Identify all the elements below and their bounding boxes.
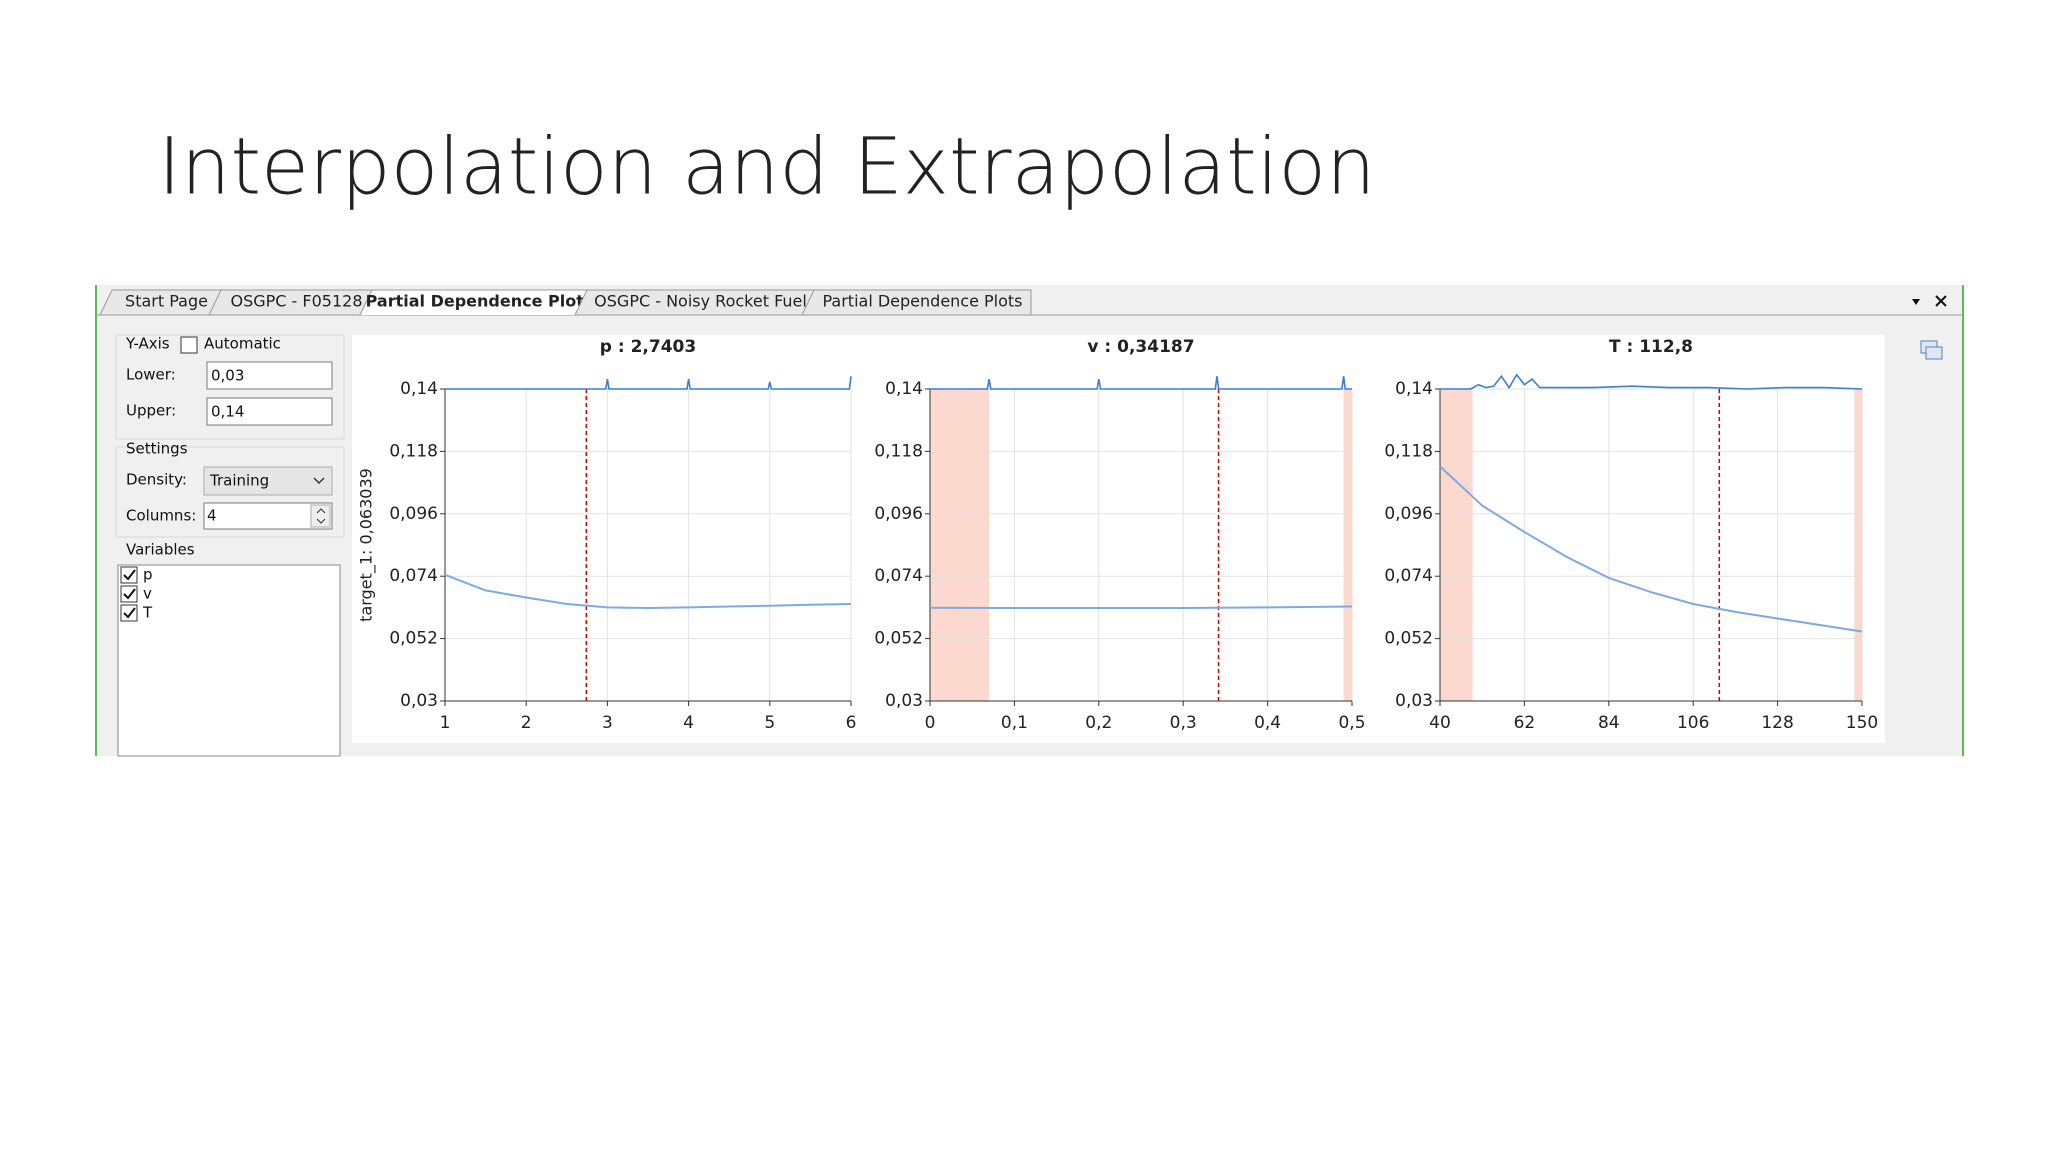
y-tick-label: 0,096 (389, 504, 438, 524)
x-tick-label: 0,4 (1254, 713, 1281, 733)
tab-label: Partial Dependence Plots (366, 292, 594, 311)
variable-label: T (142, 604, 153, 622)
dependence-line (1439, 465, 1863, 633)
x-tick-label: 5 (764, 713, 775, 733)
x-tick-label: 62 (1514, 713, 1536, 733)
x-tick-label: 0,1 (1001, 713, 1028, 733)
tab-label: Partial Dependence Plots (822, 292, 1022, 311)
group-label: Variables (126, 541, 195, 559)
x-tick-label: 128 (1761, 713, 1793, 733)
x-tick-label: 106 (1677, 713, 1709, 733)
variable-label: v (143, 585, 152, 603)
x-tick-label: 3 (602, 713, 613, 733)
y-tick-label: 0,14 (1395, 379, 1433, 399)
y-tick-label: 0,03 (885, 691, 923, 711)
checkbox[interactable] (120, 585, 138, 603)
y-tick-label: 0,052 (389, 629, 438, 649)
tab-menu-button[interactable] (1912, 299, 1920, 305)
field-value: 0,14 (211, 403, 244, 421)
x-tick-label: 1 (440, 713, 451, 733)
y-tick-label: 0,118 (874, 441, 923, 461)
extrapolation-region (1343, 389, 1352, 701)
x-tick-label: 0,2 (1085, 713, 1112, 733)
slide-title: Interpolation and Extrapolation (158, 123, 1376, 213)
x-tick-label: 84 (1598, 713, 1620, 733)
field-value: 0,03 (211, 367, 244, 385)
y-tick-label: 0,096 (874, 504, 923, 524)
density-line (1440, 373, 1863, 390)
x-tick-label: 40 (1429, 713, 1451, 733)
variable-label: p (143, 566, 153, 584)
y-tick-label: 0,074 (1384, 566, 1433, 586)
y-tick-label: 0,074 (874, 566, 923, 586)
x-tick-label: 4 (683, 713, 694, 733)
group-label: Y-Axis (125, 335, 170, 353)
extrapolation-region (930, 389, 990, 701)
x-tick-label: 150 (1846, 713, 1878, 733)
extrapolation-region (1854, 389, 1862, 701)
x-tick-label: 2 (521, 713, 532, 733)
x-tick-label: 0 (925, 713, 936, 733)
y-tick-label: 0,14 (400, 379, 438, 399)
combo-arrow (313, 477, 325, 485)
dependence-line (444, 573, 852, 610)
field-label: Columns: (126, 507, 196, 525)
y-axis-label: target_1: 0,063039 (357, 468, 377, 622)
y-tick-label: 0,052 (874, 629, 923, 649)
check-mark (123, 569, 136, 581)
x-tick-label: 0,5 (1338, 713, 1365, 733)
export-icon[interactable] (1925, 346, 1943, 360)
dependence-line (929, 605, 1353, 609)
combo-box[interactable] (203, 466, 333, 496)
y-tick-label: 0,118 (1384, 441, 1433, 461)
field-label: Upper: (126, 402, 176, 420)
field-value: 4 (207, 507, 217, 525)
check-mark (123, 607, 136, 619)
y-tick-label: 0,03 (400, 691, 438, 711)
chart-title: T : 112,8 (1609, 337, 1693, 357)
group-label: Settings (126, 440, 188, 458)
field-label: Lower: (126, 366, 176, 384)
check-mark (123, 588, 136, 600)
x-tick-label: 0,3 (1170, 713, 1197, 733)
field-value: Training (209, 472, 269, 490)
variables-list (117, 564, 341, 757)
checkbox[interactable] (180, 336, 198, 354)
group-box (115, 334, 345, 440)
density-line (445, 376, 852, 390)
y-tick-label: 0,03 (1395, 691, 1433, 711)
y-tick-label: 0,096 (1384, 504, 1433, 524)
x-tick-label: 6 (846, 713, 857, 733)
checkbox[interactable] (120, 566, 138, 584)
spinner-buttons[interactable] (310, 504, 331, 528)
checkbox[interactable] (120, 604, 138, 622)
extrapolation-region (1440, 389, 1473, 701)
group-box (115, 446, 345, 538)
field-label: Density: (126, 471, 187, 489)
chart-area (352, 335, 1885, 743)
tab-label: Start Page (125, 292, 208, 311)
text-input[interactable] (206, 397, 333, 426)
tab-label: OSGPC - Noisy Rocket Fuel (594, 292, 807, 311)
spinner-arrows (316, 508, 326, 524)
y-tick-label: 0,14 (885, 379, 923, 399)
chart-title: p : 2,7403 (600, 337, 696, 357)
text-input[interactable] (206, 361, 333, 390)
close-button[interactable] (1935, 295, 1947, 307)
y-tick-label: 0,118 (389, 441, 438, 461)
checkbox-label: Automatic (204, 335, 281, 353)
y-tick-label: 0,052 (1384, 629, 1433, 649)
tab[interactable] (801, 289, 1032, 316)
chart-title: v : 0,34187 (1087, 337, 1194, 357)
y-tick-label: 0,074 (389, 566, 438, 586)
tab-label: OSGPC - F05128 (230, 292, 362, 311)
density-line (930, 376, 1352, 390)
